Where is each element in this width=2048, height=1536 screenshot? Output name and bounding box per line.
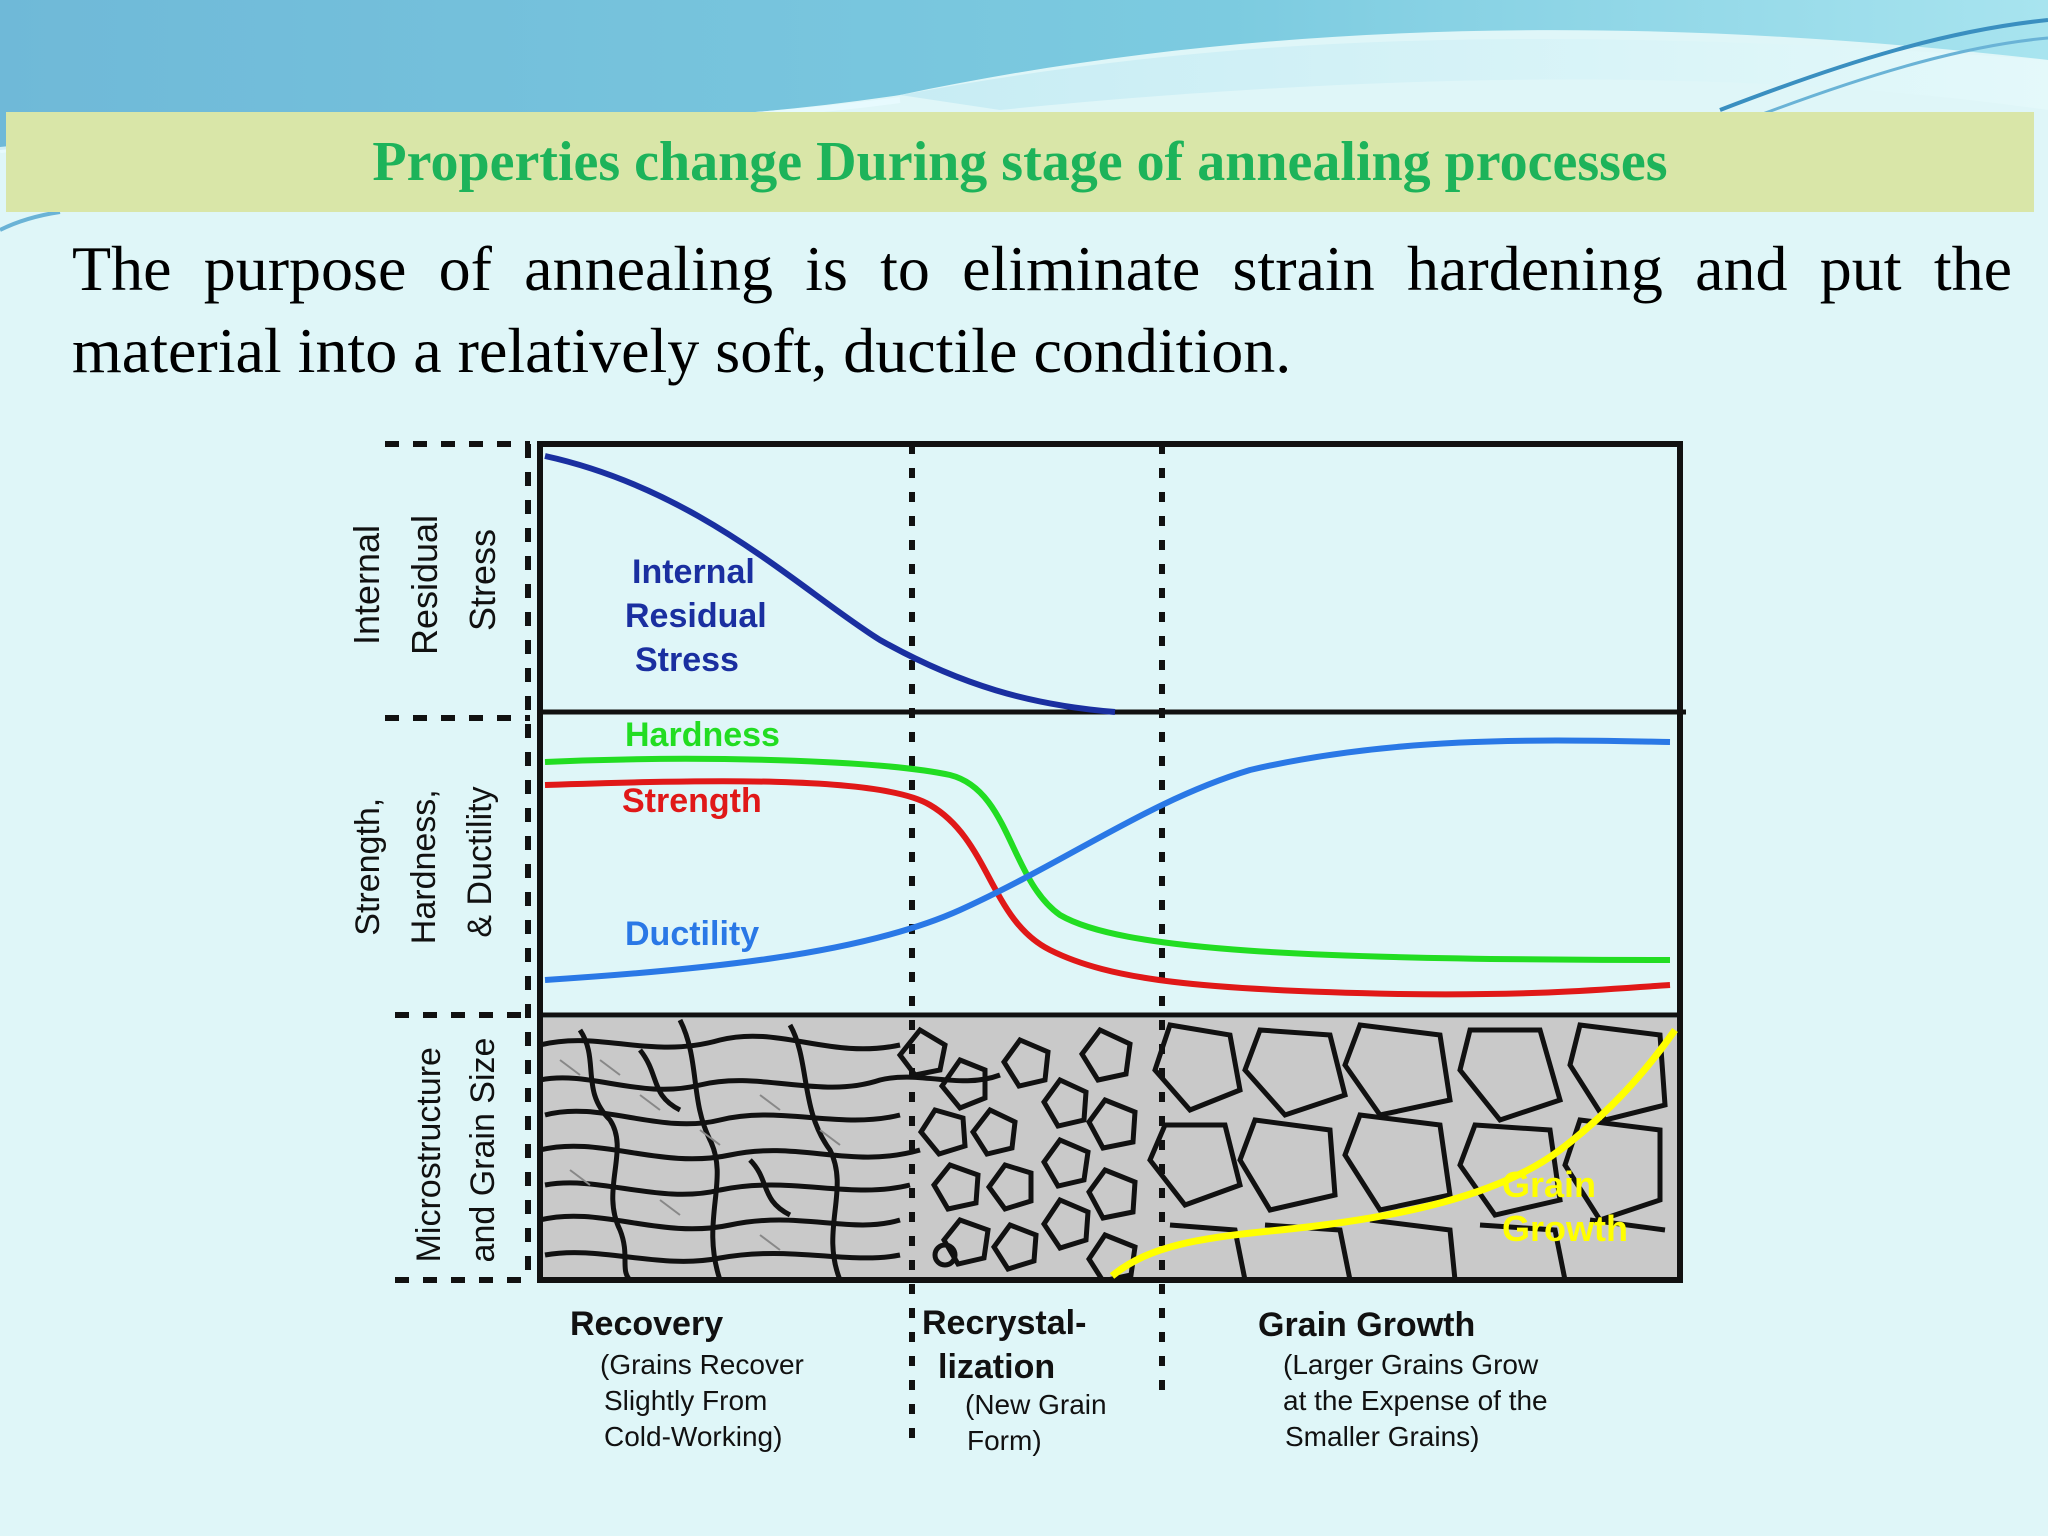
microstructure-grains xyxy=(540,1018,1668,1280)
stress-curve-label: Internal Residual Stress xyxy=(625,553,776,679)
ductility-curve xyxy=(544,737,1671,983)
stage-boundaries xyxy=(909,444,1165,1440)
grain-label-line-1: Grain xyxy=(1502,1164,1596,1205)
grain-growth-desc-1: (Larger Grains Grow xyxy=(1283,1349,1539,1380)
hardness-label: Hardness xyxy=(625,716,780,754)
title-bar: Properties change During stage of anneal… xyxy=(6,112,2034,212)
grain-growth-desc-2: at the Expense of the xyxy=(1283,1385,1548,1416)
stress-label-line-2: Residual xyxy=(625,597,767,635)
micro-axis-line-2: and Grain Size xyxy=(464,1038,502,1263)
stage-recovery: Recovery (Grains Recover Slightly From C… xyxy=(570,1305,812,1452)
grain-growth-curve xyxy=(1109,1027,1678,1279)
figure-frame xyxy=(537,441,1683,1283)
recrystallization-title-1: Recrystal- xyxy=(922,1304,1086,1342)
svg-text:(Grains Recover Slightly: (Grains Recover Slightly From Cold-Worki… xyxy=(600,1349,812,1452)
axis-dash-markers xyxy=(385,441,531,1283)
stress-axis-line-2: Residual xyxy=(404,515,445,655)
recovery-desc-3: Cold-Working) xyxy=(604,1421,782,1452)
micro-axis-label: Microstructure and Grain Size xyxy=(410,1038,502,1263)
svg-text:Internal Residual: Internal Residual Stress xyxy=(346,505,503,655)
strength-label: Strength xyxy=(622,782,762,820)
svg-text:Strength, Hardness,: Strength, Hardness, & Ductility xyxy=(349,780,499,944)
slide-title: Properties change During stage of anneal… xyxy=(372,131,1668,193)
stage-grain-growth: Grain Growth (Larger Grains Grow at the … xyxy=(1258,1306,1555,1452)
recovery-desc-2: Slightly From xyxy=(604,1385,767,1416)
internal-residual-stress-curve xyxy=(544,453,1116,715)
stage-recrystallization: Recrystal- lization (New Grain Form) xyxy=(922,1304,1114,1456)
properties-axis-label: Strength, Hardness, & Ductility xyxy=(349,780,499,944)
recovery-desc-1: (Grains Recover xyxy=(600,1349,804,1380)
stage-grain-growth-title: Grain Growth xyxy=(1258,1306,1475,1344)
slide-body-text: The purpose of annealing is to eliminate… xyxy=(72,233,2012,386)
grain-growth-curve-label: Grain Growth xyxy=(1502,1164,1628,1249)
svg-text:(New Grain Form): (New Grain Form) xyxy=(965,1389,1114,1456)
micro-axis-line-1: Microstructure xyxy=(410,1047,448,1262)
recrystallization-desc-2: Form) xyxy=(967,1425,1042,1456)
stage-recovery-title: Recovery xyxy=(570,1305,723,1343)
stress-axis-line-3: Stress xyxy=(462,529,503,631)
grain-growth-desc-3: Smaller Grains) xyxy=(1285,1421,1479,1452)
stress-axis-line-1: Internal xyxy=(346,525,387,645)
hardness-curve xyxy=(544,755,1671,963)
properties-axis-line-2: Hardness, xyxy=(405,789,443,944)
ductility-label: Ductility xyxy=(625,915,759,953)
stress-label-line-1: Internal xyxy=(632,553,755,591)
svg-text:(Larger Grains Grow at t: (Larger Grains Grow at the Expense of th… xyxy=(1283,1349,1555,1452)
properties-axis-line-1: Strength, xyxy=(349,798,387,936)
properties-axis-line-3: & Ductility xyxy=(461,786,499,937)
grain-label-line-2: Growth xyxy=(1502,1208,1628,1249)
svg-text:Microstructure and Grain: Microstructure and Grain Size xyxy=(410,1038,502,1263)
stress-label-line-3: Stress xyxy=(635,641,739,679)
recrystallization-title-2: lization xyxy=(938,1348,1055,1386)
recrystallization-desc-1: (New Grain xyxy=(965,1389,1107,1420)
stress-axis-label: Internal Residual Stress xyxy=(346,505,503,655)
svg-text:Recrystal- lization: Recrystal- lization xyxy=(922,1304,1096,1386)
strength-curve xyxy=(544,778,1671,998)
